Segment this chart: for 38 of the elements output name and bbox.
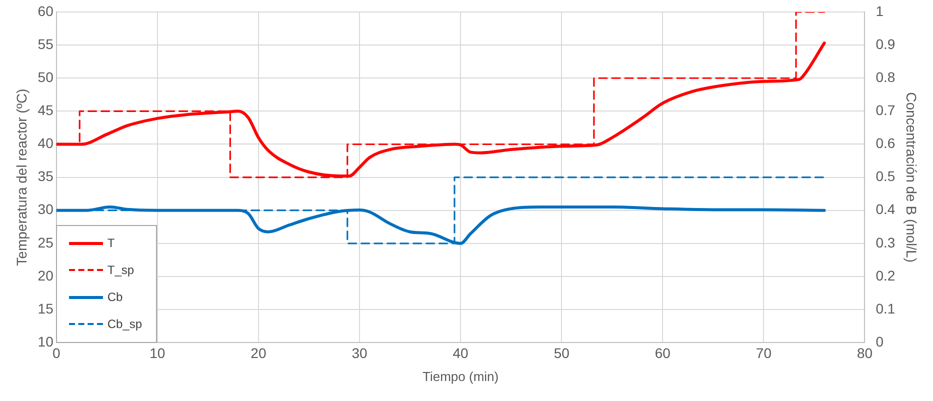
y2-tick-label: 0.5 [876, 168, 896, 184]
y-tick-label: 35 [38, 168, 54, 184]
y2-tick-label: 0.3 [876, 234, 896, 250]
y2-tick-label: 0.1 [876, 300, 896, 316]
y-tick-label: 30 [38, 201, 54, 218]
y-axis-title: Temperatura del reactor (ºC) [13, 88, 30, 266]
legend-label: Cb_sp [107, 317, 142, 332]
y-tick-label: 10 [38, 333, 54, 350]
y2-tick-label: 0.6 [876, 135, 896, 152]
y-tick-label: 25 [38, 234, 54, 250]
legend-label: T [107, 236, 115, 250]
legend-label: T_sp [107, 263, 134, 278]
y-tick-label: 40 [38, 135, 54, 152]
y-tick-label: 45 [38, 102, 54, 118]
x-tick-label: 0 [52, 344, 60, 361]
y-tick-label: 60 [38, 2, 54, 19]
y-tick-label: 20 [38, 267, 54, 284]
y2-tick-label: 1 [876, 2, 884, 19]
y2-tick-label: 0.9 [876, 36, 896, 52]
x-tick-label: 10 [150, 344, 166, 361]
x-tick-label: 60 [654, 344, 671, 361]
x-tick-label: 40 [452, 344, 469, 361]
x-tick-label: 30 [352, 344, 368, 361]
y2-axis-title: Concentración de B (mol/L) [904, 92, 920, 263]
y2-tick-label: 0.2 [876, 267, 896, 284]
x-tick-label: 50 [554, 344, 570, 361]
y2-tick-label: 0.7 [876, 102, 896, 118]
y2-tick-label: 0.8 [876, 68, 896, 85]
x-tick-label: 70 [756, 344, 772, 361]
y-tick-label: 55 [38, 36, 54, 52]
x-axis-title: Tiempo (min) [422, 368, 499, 384]
x-tick-label: 80 [856, 344, 873, 361]
legend-label: Cb [107, 290, 123, 304]
y2-tick-label: 0 [876, 333, 884, 350]
y-tick-label: 15 [38, 300, 54, 316]
y-tick-label: 50 [38, 68, 54, 85]
y2-tick-label: 0.4 [876, 201, 896, 218]
x-tick-label: 20 [250, 344, 266, 361]
